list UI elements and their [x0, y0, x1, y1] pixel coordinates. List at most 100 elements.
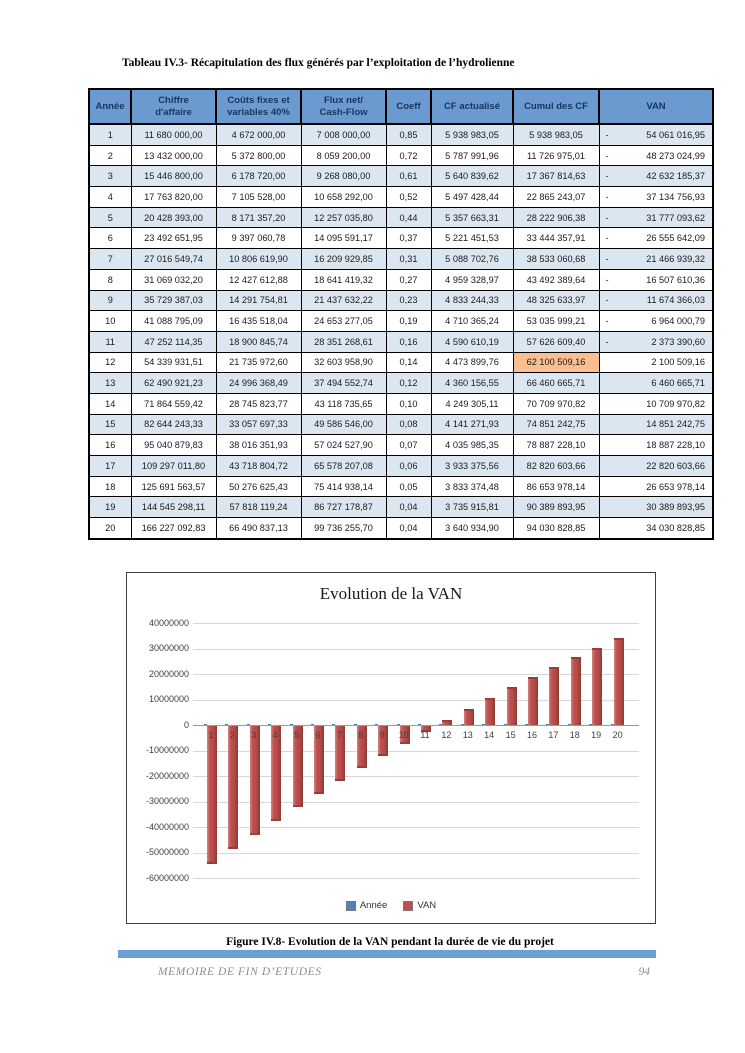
table-cell: 0,10: [385, 392, 432, 415]
table-cell: 4 360 156,55: [430, 372, 514, 394]
gridline: [193, 878, 639, 879]
table-cell: 14 291 754,81: [215, 289, 302, 312]
van-bar: [570, 657, 581, 725]
table-cell: 0,07: [385, 434, 432, 456]
table-cell: 62 490 921,23: [130, 372, 217, 394]
van-bar: [485, 697, 496, 725]
minus-sign: -: [605, 171, 609, 182]
y-tick-label: -30000000: [145, 796, 189, 806]
annee-bar: [332, 724, 336, 725]
chart-title: Evolution de la VAN: [319, 584, 463, 603]
table-cell: 50 276 625,43: [215, 475, 302, 498]
x-tick-label: 13: [462, 730, 473, 740]
table-cell: 4 590 610,19: [430, 330, 514, 353]
van-value: 21 466 939,32: [646, 253, 705, 264]
table-cell: 19: [88, 496, 132, 519]
minus-sign: -: [605, 212, 609, 223]
table-cell: 28 745 823,77: [215, 392, 302, 415]
table-cell: 66 490 837,13: [215, 517, 302, 540]
x-tick-label: 16: [526, 730, 537, 740]
table-cell: 4 473 899,76: [430, 351, 514, 374]
col-flux-net: Flux net/ Cash-Flow: [300, 88, 387, 125]
van-bar: [271, 726, 282, 821]
table-cell: 11 680 000,00: [130, 123, 217, 146]
table-cell: 86 727 178,87: [300, 496, 387, 519]
table-cell: 18 641 419,32: [300, 268, 387, 291]
annee-bar: [439, 724, 443, 725]
table-cell: 75 414 938,14: [300, 475, 387, 498]
table-cell: 4: [88, 186, 132, 208]
annee-bar: [268, 724, 272, 725]
table-row: 17 109 297 011,80 43 718 804,72 65 578 207,…: [88, 455, 714, 477]
table-cell: 57 818 119,24: [215, 496, 302, 519]
van-bar: [249, 726, 260, 835]
table-cell: 4 141 271,93: [430, 413, 514, 436]
y-tick-label: 10000000: [148, 694, 189, 704]
y-tick-label: 30000000: [148, 643, 189, 653]
table-cell: 30 389 893,95: [598, 496, 714, 519]
van-bar: [292, 726, 303, 808]
table-cell: 86 653 978,14: [512, 475, 600, 498]
table-cell: 74 851 242,75: [512, 413, 600, 436]
table-cell: 4 833 244,33: [430, 289, 514, 312]
table-cell: 5 497 428,44: [430, 186, 514, 208]
table-cell: 57 024 527,90: [300, 434, 387, 456]
table-header: Année Chiffre d'affaire Coûts fixes et v…: [88, 88, 714, 125]
col-cumul-cf: Cumul des CF: [512, 88, 600, 125]
table-cell: 16 209 929,85: [300, 248, 387, 270]
table-cell: 18 887 228,10: [598, 434, 714, 456]
table-cell: 5 221 451,53: [430, 227, 514, 250]
minus-sign: -: [605, 316, 609, 327]
gridline: [193, 674, 639, 675]
table-cell: 0,05: [385, 475, 432, 498]
table-cell: 8 059 200,00: [300, 144, 387, 167]
annee-bar: [589, 724, 593, 725]
table-cell: 33 057 697,33: [215, 413, 302, 436]
table-cell: 62 100 509,16: [512, 351, 600, 374]
table-cell: 8 171 357,20: [215, 206, 302, 229]
table-title: Tableau IV.3- Récapitulation des flux gé…: [122, 57, 515, 69]
minus-sign: -: [605, 129, 609, 140]
x-tick-label: 2: [229, 730, 235, 740]
annee-bar: [418, 724, 421, 725]
table-cell: 2: [88, 144, 132, 167]
table-cell: 7: [88, 248, 132, 270]
table-cell: 21 735 972,60: [215, 351, 302, 374]
minus-sign: -: [605, 191, 609, 202]
table-cell: 5 938 983,05: [430, 123, 514, 146]
annee-bar: [311, 724, 314, 725]
table-cell: - 31 777 093,62: [598, 206, 714, 229]
x-tick-label: 7: [336, 730, 342, 740]
zero-axis-line: [193, 725, 639, 726]
gridline: [193, 801, 639, 803]
table-cell: 0,04: [385, 496, 432, 519]
table-cell: 82 820 603,66: [512, 455, 600, 477]
table-cell: 8: [88, 268, 132, 291]
table-cell: 0,37: [385, 227, 432, 250]
table-cell: 4 249 305,11: [430, 392, 514, 415]
table-cell: - 2 373 390,60: [598, 330, 714, 353]
table-cell: 0,61: [385, 165, 432, 188]
table-cell: 99 736 255,70: [300, 517, 387, 540]
table-cell: 18 900 845,74: [215, 330, 302, 353]
table-cell: 4 672 000,00: [215, 123, 302, 146]
y-tick-label: 20000000: [148, 668, 189, 679]
x-tick-label: 6: [315, 730, 321, 740]
van-value: 48 273 024,99: [646, 150, 705, 161]
table-cell: 21 437 632,22: [300, 289, 387, 312]
table-cell: 11: [88, 330, 132, 353]
table-cell: 0,06: [385, 455, 432, 477]
table-cell: 24 653 277,05: [300, 310, 387, 332]
van-bar: [399, 726, 410, 744]
table-cell: 37 494 552,74: [300, 372, 387, 394]
table-cell: 54 339 931,51: [130, 351, 217, 374]
table-cell: 78 887 228,10: [512, 434, 600, 456]
van-value: 2 373 390,60: [651, 336, 705, 347]
x-tick-label: 19: [591, 730, 602, 740]
van-bar: [356, 726, 367, 769]
gridline: [193, 699, 639, 701]
table-row: 20 166 227 092,83 66 490 837,13 99 736 255,…: [88, 517, 714, 540]
van-value: 6 964 000,79: [651, 316, 705, 327]
annee-bar: [525, 724, 528, 725]
x-tick-label: 10: [398, 730, 409, 740]
